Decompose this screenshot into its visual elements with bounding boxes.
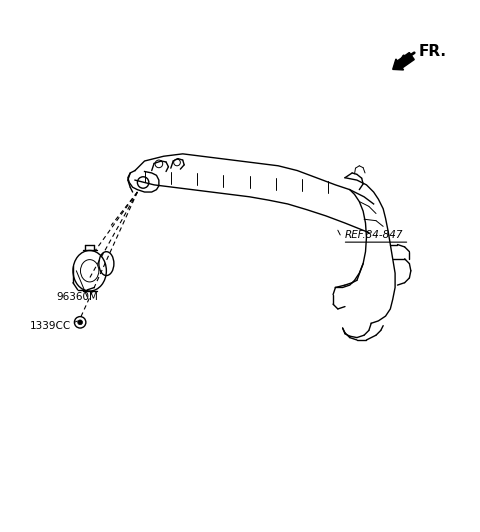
Text: REF.84-847: REF.84-847 [345, 230, 404, 240]
FancyArrow shape [393, 53, 414, 70]
Circle shape [78, 320, 83, 325]
Text: 96360M: 96360M [56, 292, 98, 302]
Text: 1339CC: 1339CC [30, 321, 71, 331]
Text: FR.: FR. [419, 44, 447, 59]
